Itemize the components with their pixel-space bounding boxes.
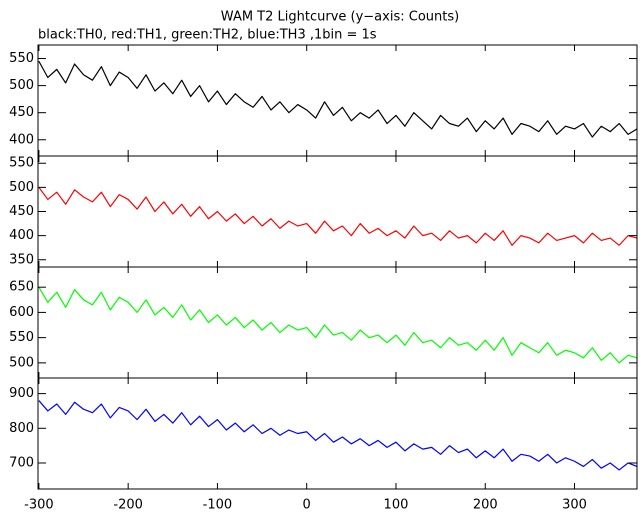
x-tick-label: -100 [203, 498, 233, 513]
chart-subtitle: black:TH0, red:TH1, green:TH2, blue:TH3 … [38, 28, 377, 43]
x-tick-label: 300 [562, 498, 587, 513]
y-tick-label: 450 [9, 105, 34, 120]
y-tick-label: 450 [9, 204, 34, 219]
x-tick-label: 0 [303, 498, 311, 513]
panel-frame [37, 44, 638, 157]
y-tick-label: 550 [9, 156, 34, 171]
y-tick-label: 350 [9, 252, 34, 267]
x-tick-label: -200 [113, 498, 143, 513]
y-tick-label: 550 [9, 51, 34, 66]
data-line [38, 187, 638, 246]
y-tick-label: 400 [9, 228, 34, 243]
y-tick-label: 500 [9, 78, 34, 93]
y-tick-label: 400 [9, 132, 34, 147]
panel-frame [37, 266, 638, 379]
x-tick-label: 200 [473, 498, 498, 513]
data-line [38, 60, 638, 138]
y-tick-label: 650 [9, 280, 34, 295]
y-tick-label: 500 [9, 355, 34, 370]
data-line [38, 400, 638, 471]
x-tick-label: -300 [24, 498, 54, 513]
panel-frame [37, 155, 638, 268]
data-line [38, 286, 638, 364]
x-tick-label: 100 [384, 498, 409, 513]
y-tick-label: 550 [9, 330, 34, 345]
y-tick-label: 800 [9, 421, 34, 436]
panel-frame [37, 377, 638, 490]
y-tick-label: 900 [9, 386, 34, 401]
chart-title: WAM T2 Lightcurve (y−axis: Counts) [221, 10, 459, 25]
y-tick-label: 600 [9, 305, 34, 320]
y-tick-label: 500 [9, 180, 34, 195]
y-tick-label: 700 [9, 455, 34, 470]
